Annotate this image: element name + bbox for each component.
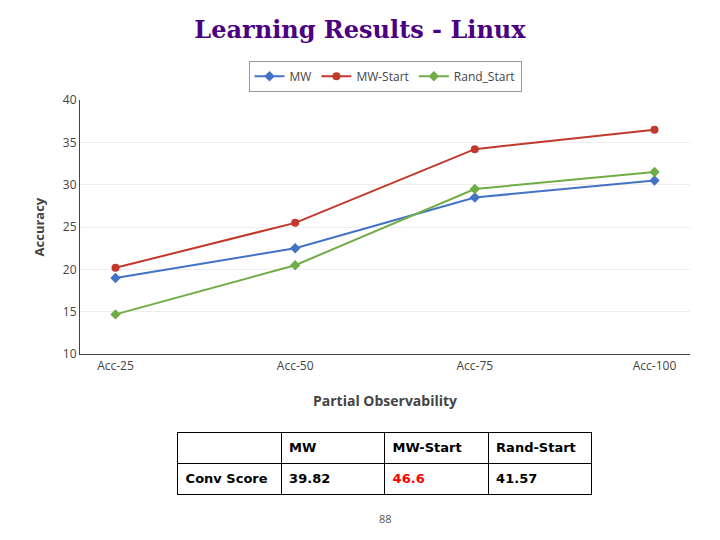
svg-text:88: 88 bbox=[379, 511, 392, 526]
svg-text:MW-Start: MW-Start bbox=[356, 68, 408, 85]
svg-text:Acc-75: Acc-75 bbox=[456, 357, 493, 374]
svg-text:30: 30 bbox=[63, 176, 77, 193]
svg-text:Rand_Start: Rand_Start bbox=[454, 68, 515, 85]
svg-text:25: 25 bbox=[63, 218, 77, 235]
svg-text:Acc-100: Acc-100 bbox=[633, 357, 677, 374]
svg-text:Acc-50: Acc-50 bbox=[277, 357, 314, 374]
svg-text:Rand-Start: Rand-Start bbox=[496, 440, 576, 455]
svg-text:35: 35 bbox=[63, 134, 77, 151]
svg-text:39.82: 39.82 bbox=[289, 471, 330, 486]
svg-text:MW-Start: MW-Start bbox=[393, 440, 462, 455]
svg-text:Learning Results - Linux: Learning Results - Linux bbox=[194, 15, 526, 44]
svg-text:41.57: 41.57 bbox=[496, 471, 537, 486]
svg-text:MW: MW bbox=[289, 440, 316, 455]
svg-text:15: 15 bbox=[63, 303, 77, 320]
svg-text:40: 40 bbox=[63, 91, 77, 108]
svg-text:46.6: 46.6 bbox=[393, 471, 425, 486]
svg-text:MW: MW bbox=[290, 68, 312, 85]
svg-text:10: 10 bbox=[63, 345, 77, 362]
svg-text:Partial Observability: Partial Observability bbox=[313, 391, 457, 410]
svg-text:20: 20 bbox=[63, 261, 77, 278]
svg-text:Acc-25: Acc-25 bbox=[97, 357, 134, 374]
svg-text:Accuracy: Accuracy bbox=[30, 197, 48, 256]
svg-text:Conv Score: Conv Score bbox=[186, 471, 268, 486]
